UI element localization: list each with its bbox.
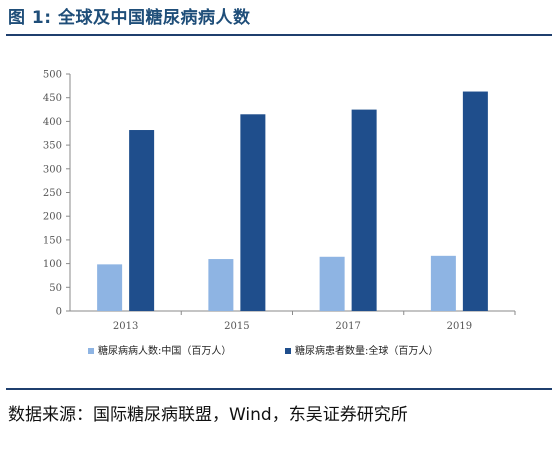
y-tick-label: 100 [43, 259, 62, 270]
legend-label: 糖尿病患者数量:全球（百万人） [295, 344, 438, 357]
legend-swatch [88, 348, 94, 354]
bar-global [462, 91, 488, 312]
y-tick-label: 250 [43, 188, 62, 199]
bar-global [129, 130, 155, 311]
legend-swatch [285, 348, 291, 354]
chart-bars [97, 91, 488, 312]
bar-china [430, 255, 456, 311]
x-tick-label: 2015 [224, 321, 249, 332]
bar-global [240, 114, 266, 311]
title-rule [6, 34, 552, 36]
y-tick-label: 450 [43, 93, 62, 104]
y-tick-label: 50 [49, 283, 62, 294]
bar-global [351, 109, 377, 311]
chart-legend: 糖尿病病人数:中国（百万人） 糖尿病患者数量:全球（百万人） [88, 344, 438, 357]
y-tick-label: 150 [43, 235, 62, 246]
source-rule [6, 388, 552, 390]
chart-axes: 0 50 100 150 200 250 300 350 400 450 500 2013 2015 20… [43, 70, 516, 332]
source-note: 数据来源：国际糖尿病联盟，Wind，东吴证券研究所 [8, 405, 408, 425]
figure-title: 图 1: 全球及中国糖尿病病人数 [8, 8, 251, 28]
y-tick-label: 0 [56, 307, 62, 318]
y-tick-label: 350 [43, 141, 62, 152]
legend-label: 糖尿病病人数:中国（百万人） [98, 344, 231, 357]
y-tick-label: 500 [43, 70, 62, 81]
x-tick-label: 2017 [335, 321, 360, 332]
bar-chart: 0 50 100 150 200 250 300 350 400 450 500 2013 2015 20… [43, 70, 516, 357]
bar-china [208, 259, 234, 311]
y-tick-label: 200 [43, 212, 62, 223]
x-tick-label: 2013 [113, 321, 138, 332]
bar-china [319, 256, 345, 311]
x-tick-label: 2019 [447, 321, 472, 332]
y-tick-label: 400 [43, 117, 62, 128]
y-tick-label: 300 [43, 164, 62, 175]
bar-china [97, 264, 123, 311]
